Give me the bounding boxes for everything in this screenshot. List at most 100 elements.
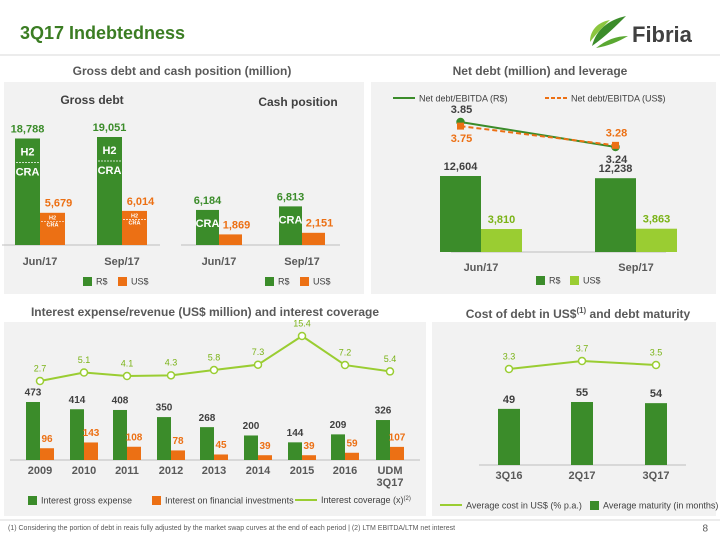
- x-tick-label: 3Q16: [495, 470, 523, 482]
- legend-swatch: [536, 276, 545, 285]
- bar: [200, 427, 214, 460]
- bar: [127, 446, 141, 460]
- panel: [371, 82, 716, 294]
- legend-label: Interest coverage (x): [321, 495, 404, 505]
- x-tick-label: 2013: [201, 465, 227, 477]
- line-value-label: 3.24: [606, 154, 628, 166]
- bar: [302, 455, 316, 460]
- bar: [26, 402, 40, 460]
- legend-swatch: [28, 496, 37, 505]
- value-label: 78: [172, 436, 184, 447]
- logo-icon: [590, 16, 628, 48]
- x-tick-label: 2011: [115, 465, 139, 477]
- bar-inner-label: CRA: [196, 218, 220, 230]
- line-value-label: 4.3: [165, 358, 178, 368]
- legend-swatch: [590, 501, 599, 510]
- bar: [40, 448, 54, 460]
- bar-inner-label: H2: [131, 213, 138, 219]
- chart-title: Gross debt and cash position (million): [73, 64, 292, 78]
- x-tick-label: 2014: [245, 465, 271, 477]
- bar-inner-label: CRA: [129, 220, 141, 226]
- bar-inner-label: H2: [20, 146, 34, 158]
- title-note-ref: (1): [576, 306, 586, 315]
- bar: [645, 403, 667, 465]
- value-label: 39: [259, 441, 271, 452]
- panel: [4, 82, 364, 294]
- bar: [113, 409, 127, 460]
- page-number: 8: [702, 524, 708, 535]
- footnote: (1) Considering the portion of debt in r…: [8, 525, 455, 532]
- x-tick-label-box: 2014: [245, 465, 271, 477]
- x-tick-label: 2012: [158, 465, 184, 477]
- panel-title: Cash position: [258, 95, 337, 109]
- chart-title: Cost of debt in US$: [466, 307, 577, 321]
- value-label: 6,813: [277, 191, 305, 203]
- line-marker: [35, 376, 45, 386]
- slide-title: 3Q17 Indebtedness: [20, 23, 185, 43]
- bar-inner-label: H2: [49, 215, 56, 221]
- bar: [288, 442, 302, 460]
- value-label: 12,238: [599, 163, 633, 175]
- bar: [498, 408, 520, 465]
- line-marker: [385, 367, 395, 376]
- legend-swatch: [152, 496, 161, 505]
- bar: [122, 210, 147, 245]
- bar: [157, 417, 171, 460]
- line-marker: [253, 360, 263, 369]
- bar-inner-label: CRA: [98, 165, 122, 177]
- legend-label: Net debt/EBITDA (R$): [419, 93, 508, 103]
- legend-swatch: [83, 277, 92, 286]
- chart-title: and debt maturity: [586, 307, 690, 321]
- bar: [196, 209, 219, 245]
- bar: [40, 212, 65, 245]
- legend-label: Interest on financial investments: [165, 495, 294, 505]
- legend-label: Average cost in US$ (% p.a.): [466, 500, 582, 510]
- bar: [244, 435, 258, 460]
- line-marker: [504, 364, 514, 374]
- value-label: 326: [375, 406, 392, 417]
- x-tick-label-box: 2010: [72, 465, 96, 477]
- x-tick-label: Sep/17: [284, 256, 319, 268]
- line-value-label: 5.8: [208, 352, 221, 362]
- value-label: 96: [41, 434, 53, 445]
- value-label: 39: [303, 441, 315, 452]
- value-label: 5,679: [45, 198, 73, 210]
- bar: [15, 138, 40, 245]
- value-label: 209: [330, 420, 347, 431]
- bar: [258, 455, 272, 460]
- value-label: 414: [69, 395, 86, 406]
- bar: [595, 178, 636, 252]
- chart-title: Cost of debt in US$(1) and debt maturity: [466, 306, 691, 321]
- x-tick-label: 3Q17: [642, 470, 670, 482]
- value-label: 49: [503, 394, 515, 406]
- chart-title: Net debt (million) and leverage: [453, 64, 628, 78]
- line-value-label: 3.3: [503, 351, 516, 361]
- legend-note-ref: (2): [404, 496, 411, 502]
- value-label: 55: [576, 387, 588, 399]
- value-label: 268: [199, 413, 216, 424]
- value-label: 143: [83, 428, 100, 439]
- line-marker: [79, 368, 89, 377]
- legend-swatch: [265, 277, 274, 286]
- bar: [302, 232, 325, 245]
- bar: [84, 442, 98, 460]
- value-label: 2,151: [306, 218, 334, 230]
- line-marker: [457, 122, 464, 130]
- x-tick-label: 2009: [27, 465, 53, 477]
- line-value-label: 3.28: [606, 127, 627, 139]
- bar-inner-label: CRA: [16, 166, 40, 178]
- x-tick-label-box: 3Q16: [495, 470, 523, 482]
- x-tick-label-box: 2012: [158, 465, 184, 477]
- value-label: 6,184: [194, 195, 222, 207]
- bar-inner-label: H2: [102, 145, 116, 157]
- line-value-label: 7.2: [339, 347, 352, 357]
- x-tick-label-box: 2016: [333, 465, 357, 477]
- legend-label: Average maturity (in months): [603, 500, 718, 510]
- bar: [171, 450, 185, 460]
- x-tick-label: Sep/17: [618, 262, 653, 274]
- chart-title: Gross debt and cash position (million): [73, 64, 292, 78]
- bar: [440, 176, 481, 252]
- line-value-label: 3.5: [650, 347, 663, 357]
- chart-title: Interest expense/revenue (US$ million) a…: [31, 305, 379, 319]
- value-label: 350: [156, 403, 173, 414]
